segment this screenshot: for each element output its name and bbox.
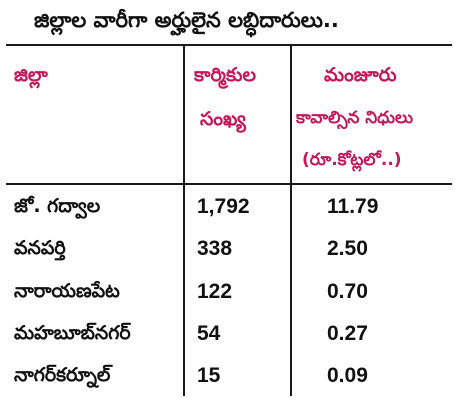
table-top-rule: [6, 44, 452, 46]
row-workers: 338: [197, 237, 233, 260]
header-funds-line2: కావాల్సిన నిధులు: [296, 108, 413, 128]
header-funds-line3: (రూ.కోట్లలో..): [302, 150, 402, 170]
row-funds: 2.50: [327, 237, 368, 260]
row-district: జో. గద్వాల: [14, 195, 101, 217]
header-workers-line2: సంఖ్య: [200, 108, 246, 130]
header-district: జిల్లా: [14, 64, 48, 86]
row-district: నారాయణపేట: [14, 280, 120, 302]
row-workers: 1,792: [197, 195, 250, 218]
row-workers: 54: [197, 322, 221, 345]
header-workers-line1: కార్మికుల: [194, 64, 256, 86]
row-funds: 11.79: [327, 195, 379, 218]
page-title: జిల్లాల వారీగా అర్హులైన లబ్ధిదారులు..: [34, 8, 339, 32]
header-bottom-rule: [6, 183, 452, 185]
row-funds: 0.27: [327, 322, 368, 345]
row-district: నాగర్‌కర్నూల్: [14, 364, 111, 386]
header-funds-line1: మంజూరు: [324, 64, 397, 86]
row-district: మహబూబ్‌నగర్: [14, 322, 131, 344]
column-divider-1: [183, 46, 185, 396]
row-district: వనపర్తి: [14, 237, 66, 259]
row-funds: 0.09: [327, 364, 368, 387]
column-divider-2: [290, 46, 292, 396]
row-funds: 0.70: [327, 280, 368, 303]
row-workers: 122: [197, 280, 233, 303]
row-workers: 15: [197, 364, 221, 387]
